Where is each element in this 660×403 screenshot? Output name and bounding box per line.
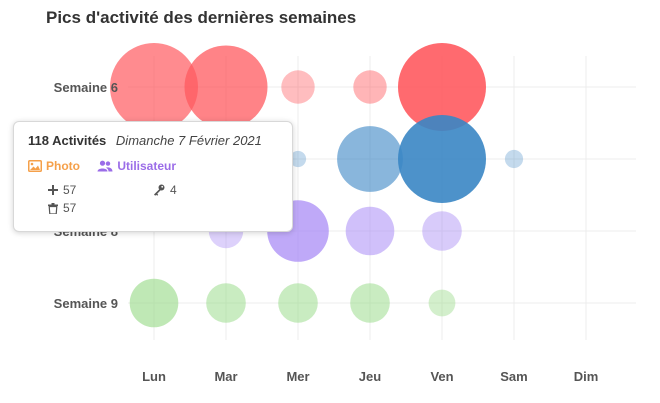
x-label-sam: Sam <box>500 369 527 384</box>
bubble-semaine-7-sam[interactable] <box>504 149 524 169</box>
tooltip-stat-deleted-value: 57 <box>63 201 77 215</box>
chart-tooltip: 118 Activités Dimanche 7 Février 2021 Ph… <box>13 121 293 232</box>
trash-icon <box>48 202 58 214</box>
tooltip-date: Dimanche 7 Février 2021 <box>115 133 262 148</box>
tooltip-activity-count: 118 Activités <box>28 133 107 148</box>
x-label-lun: Lun <box>142 369 166 384</box>
bubble-semaine-7-ven[interactable] <box>398 115 486 203</box>
bubble-semaine-8-jeu[interactable] <box>345 206 395 256</box>
x-label-mer: Mer <box>286 369 309 384</box>
tooltip-tags: Photo Utilisateur <box>28 159 278 175</box>
image-icon <box>28 160 42 172</box>
x-label-mar: Mar <box>214 369 237 384</box>
plus-icon <box>48 185 58 195</box>
bubble-semaine-9-lun[interactable] <box>129 278 179 328</box>
y-label-semaine-9: Semaine 9 <box>54 296 118 311</box>
tooltip-stat-keys-value: 4 <box>170 183 177 197</box>
tooltip-tag-user-label: Utilisateur <box>117 159 177 173</box>
tooltip-stat-added: 57 <box>48 183 76 197</box>
x-label-dim: Dim <box>574 369 599 384</box>
bubble-semaine-9-mar[interactable] <box>206 283 246 323</box>
bubble-semaine-6-lun[interactable] <box>110 43 198 131</box>
y-label-semaine-6: Semaine 6 <box>54 80 118 95</box>
tooltip-stats: 57 57 4 <box>28 183 278 219</box>
bubble-semaine-6-mar[interactable] <box>184 45 268 129</box>
chart-title: Pics d'activité des dernières semaines <box>46 8 357 27</box>
users-icon <box>97 160 113 172</box>
tooltip-header: 118 Activités Dimanche 7 Février 2021 <box>28 133 278 148</box>
bubble-semaine-6-ven[interactable] <box>398 43 486 131</box>
tooltip-tag-photo: Photo <box>28 159 80 173</box>
bubble-semaine-6-jeu[interactable] <box>353 70 387 104</box>
bubble-semaine-6-mer[interactable] <box>281 70 315 104</box>
bubble-semaine-9-jeu[interactable] <box>350 283 390 323</box>
tooltip-stat-deleted: 57 <box>48 201 76 215</box>
key-icon <box>153 184 165 196</box>
tooltip-stat-added-value: 57 <box>63 183 77 197</box>
tooltip-tag-user: Utilisateur <box>97 159 176 173</box>
tooltip-stat-keys: 4 <box>153 183 177 197</box>
bubbles <box>110 43 524 328</box>
bubble-semaine-8-ven[interactable] <box>422 211 462 251</box>
bubble-semaine-9-mer[interactable] <box>278 283 318 323</box>
x-axis-labels: Lun Mar Mer Jeu Ven Sam Dim <box>142 369 598 384</box>
x-label-jeu: Jeu <box>359 369 381 384</box>
x-label-ven: Ven <box>430 369 453 384</box>
bubble-semaine-7-jeu[interactable] <box>337 126 403 192</box>
bubble-semaine-7-mer[interactable] <box>289 150 307 168</box>
bubble-semaine-9-ven[interactable] <box>428 289 456 317</box>
tooltip-tag-photo-label: Photo <box>46 159 80 173</box>
